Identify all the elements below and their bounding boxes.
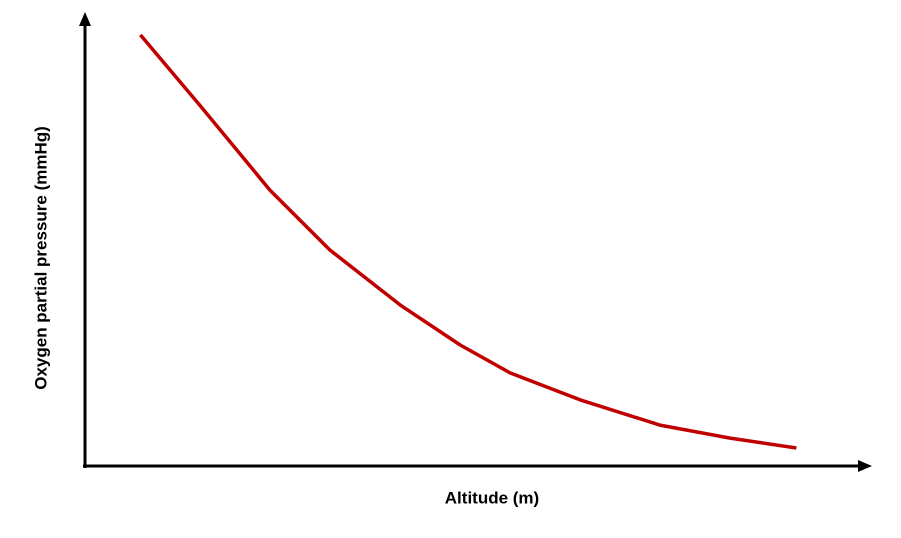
- x-axis-label: Altitude (m): [445, 488, 539, 507]
- data-line: [139, 33, 797, 450]
- x-axis-arrow: [858, 460, 872, 472]
- y-axis-label: Oxygen partial pressure (mmHg): [31, 126, 50, 390]
- y-axis-arrow: [79, 12, 91, 26]
